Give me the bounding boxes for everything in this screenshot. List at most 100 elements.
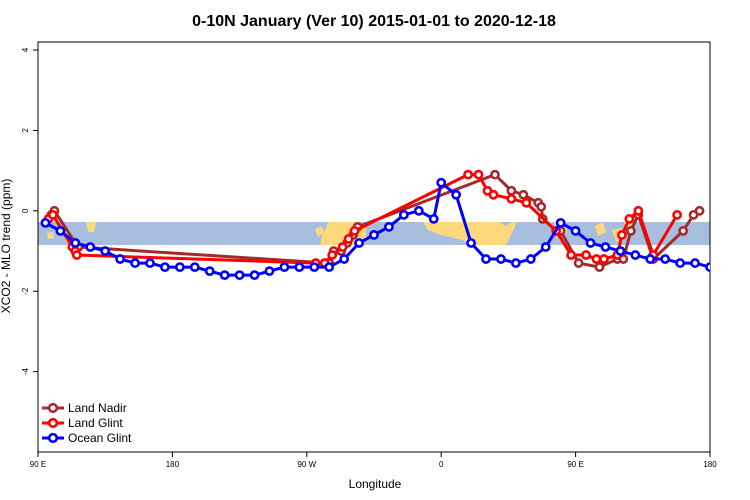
data-point (615, 246, 626, 256)
data-point (339, 254, 350, 264)
data-point (428, 213, 439, 224)
data-point (705, 262, 710, 272)
data-point (540, 242, 551, 252)
x-tick-label: 90 E (30, 460, 46, 469)
data-point (633, 205, 644, 216)
plot-frame (37, 41, 711, 453)
data-point (525, 254, 536, 264)
malay-land (86, 222, 96, 232)
data-point (600, 242, 611, 252)
data-point (566, 250, 577, 260)
series-line (44, 181, 710, 277)
small-island-land (47, 232, 54, 239)
legend-item: Land Glint (42, 416, 123, 430)
data-point (130, 258, 140, 268)
data-point (536, 201, 547, 212)
x-tick-label: 90 W (297, 460, 316, 469)
legend-swatch-marker (47, 432, 59, 444)
data-point (599, 254, 609, 264)
x-tick-label: 180 (703, 460, 717, 469)
africa-land (423, 222, 517, 245)
legend-item: Ocean Glint (42, 431, 132, 445)
data-point (678, 226, 689, 236)
data-point (581, 250, 591, 260)
data-point (349, 226, 360, 236)
legend-label: Land Glint (68, 416, 123, 430)
data-point (490, 169, 500, 180)
data-point (294, 262, 305, 272)
y-tick-label: 2 (21, 128, 30, 133)
y-tick-label: 4 (21, 47, 30, 52)
data-point (337, 242, 348, 252)
data-point (145, 258, 155, 268)
y-tick-label: 0 (21, 208, 30, 213)
legend-label: Ocean Glint (68, 431, 132, 445)
data-point (506, 193, 517, 204)
data-point (234, 270, 245, 281)
data-point (521, 197, 532, 208)
data-point (481, 254, 491, 264)
data-point (264, 266, 275, 277)
data-point (473, 169, 484, 180)
data-point (645, 254, 656, 264)
data-point (585, 238, 596, 248)
data-point (466, 238, 476, 248)
x-tick-label: 90 E (567, 460, 583, 469)
data-point (436, 177, 447, 188)
data-point (510, 258, 521, 268)
data-point (591, 254, 602, 264)
x-axis-label: Longitude (349, 477, 402, 491)
data-point (555, 217, 566, 228)
series-land-glint (43, 169, 683, 268)
data-point (675, 258, 686, 268)
data-point (204, 266, 215, 277)
data-point (369, 230, 379, 240)
legend-item: Land Nadir (42, 401, 127, 415)
data-point (463, 169, 473, 180)
data-point (413, 205, 424, 216)
philippines-land (595, 222, 606, 236)
y-axis: -4 -2 0 2 4 (21, 47, 38, 375)
data-point (327, 250, 338, 260)
data-point (506, 185, 517, 196)
data-point (451, 189, 462, 200)
data-point (694, 205, 705, 216)
data-point (324, 262, 335, 272)
data-point (398, 209, 409, 220)
data-point (616, 230, 627, 240)
data-point (630, 250, 641, 260)
data-point (249, 270, 260, 281)
data-point (570, 226, 581, 236)
series-ocean-glint (40, 177, 710, 281)
data-point (343, 234, 354, 244)
data-point (625, 226, 636, 236)
central-america-land (315, 226, 324, 237)
data-point (48, 209, 58, 220)
y-tick-label: -4 (21, 368, 30, 376)
x-tick-label: 180 (166, 460, 180, 469)
x-tick-label: 0 (439, 460, 444, 469)
chart-title: 0-10N January (Ver 10) 2015-01-01 to 202… (192, 13, 556, 30)
data-point (496, 254, 506, 264)
data-point (384, 222, 394, 232)
series-layer (40, 169, 710, 281)
data-point (594, 262, 605, 272)
data-point (573, 258, 584, 268)
data-point (85, 242, 96, 252)
legend-swatch-marker (47, 417, 59, 429)
data-point (690, 258, 700, 268)
data-point (174, 262, 185, 272)
data-point (219, 270, 230, 281)
y-axis-label: XCO2 - MLO trend (ppm) (0, 179, 13, 314)
data-point (279, 262, 290, 272)
data-point (100, 246, 111, 256)
data-point (309, 262, 320, 272)
data-point (672, 209, 683, 220)
data-point (660, 254, 671, 264)
data-point (70, 238, 81, 248)
data-point (71, 250, 82, 260)
legend-label: Land Nadir (68, 401, 127, 415)
x-axis: 90 E 180 90 W 0 90 E 180 (30, 452, 717, 469)
